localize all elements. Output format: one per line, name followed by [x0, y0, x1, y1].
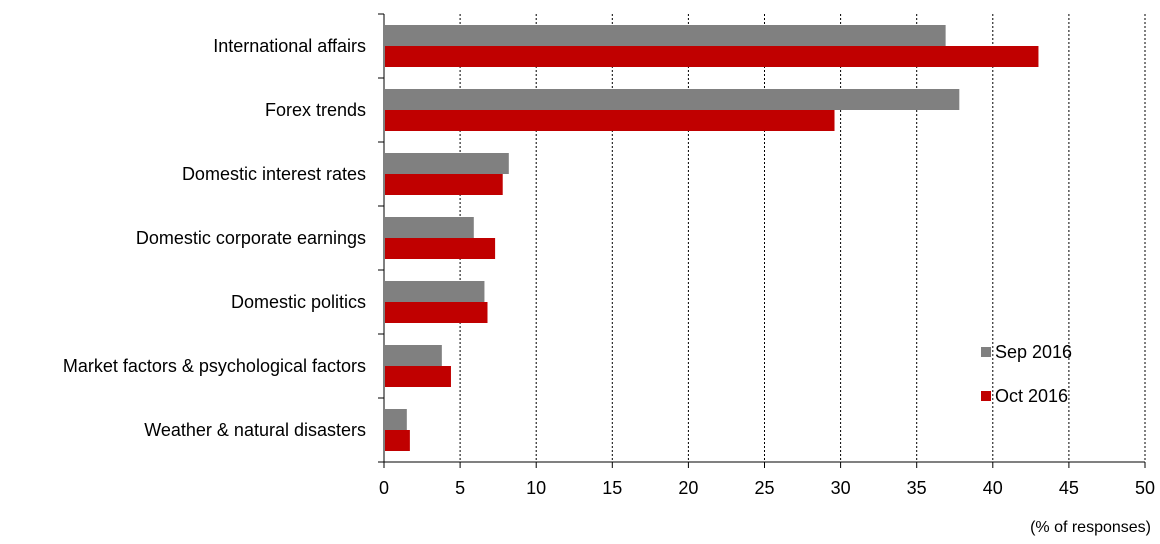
bar-oct-2016	[385, 366, 451, 387]
x-tick-label: 25	[754, 478, 774, 498]
axes	[378, 13, 1146, 468]
category-label: International affairs	[213, 36, 366, 56]
bar-oct-2016	[385, 46, 1039, 67]
x-tick-label: 30	[831, 478, 851, 498]
x-tick-label: 45	[1059, 478, 1079, 498]
bars	[385, 25, 1039, 451]
x-tick-label: 50	[1135, 478, 1155, 498]
legend-swatch	[981, 391, 991, 401]
category-label: Forex trends	[265, 100, 366, 120]
category-label: Domestic politics	[231, 292, 366, 312]
x-tick-label: 5	[455, 478, 465, 498]
category-label: Weather & natural disasters	[144, 420, 366, 440]
bar-oct-2016	[385, 430, 410, 451]
gridlines	[459, 14, 1146, 462]
x-tick-label: 10	[526, 478, 546, 498]
x-tick-label: 20	[678, 478, 698, 498]
category-label: Domestic corporate earnings	[136, 228, 366, 248]
legend: Sep 2016 Oct 2016	[981, 342, 1072, 406]
legend-label: Sep 2016	[995, 342, 1072, 362]
bar-sep-2016	[385, 409, 407, 430]
x-tick-label: 0	[379, 478, 389, 498]
bar-sep-2016	[385, 281, 485, 302]
x-tick-labels: 0 5 10 15 20 25 30 35 40 45 50	[379, 478, 1155, 498]
category-label: Domestic interest rates	[182, 164, 366, 184]
legend-swatch	[981, 347, 991, 357]
category-labels: International affairs Forex trends Domesti…	[63, 36, 366, 440]
x-tick-label: 35	[907, 478, 927, 498]
x-tick-label: 15	[602, 478, 622, 498]
bar-oct-2016	[385, 110, 835, 131]
bar-sep-2016	[385, 153, 509, 174]
bar-oct-2016	[385, 238, 496, 259]
x-tick-label: 40	[983, 478, 1003, 498]
legend-label: Oct 2016	[995, 386, 1068, 406]
bar-sep-2016	[385, 25, 946, 46]
bar-oct-2016	[385, 174, 503, 195]
bar-sep-2016	[385, 89, 960, 110]
unit-label: (% of responses)	[1030, 519, 1151, 536]
bar-sep-2016	[385, 345, 442, 366]
bar-oct-2016	[385, 302, 488, 323]
category-label: Market factors & psychological factors	[63, 356, 366, 376]
bar-sep-2016	[385, 217, 474, 238]
